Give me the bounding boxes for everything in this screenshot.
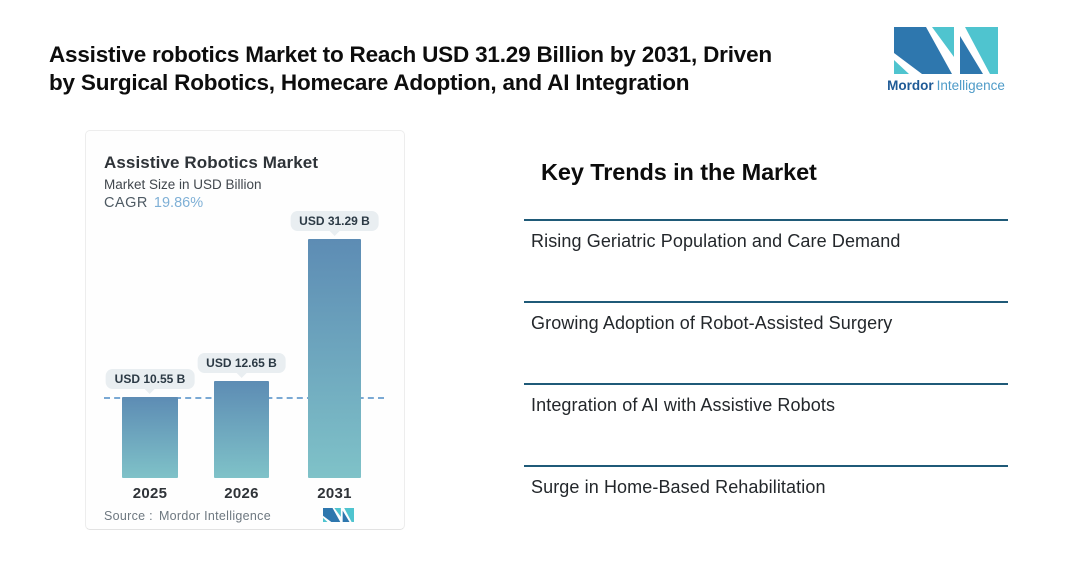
market-chart-card: Assistive Robotics Market Market Size in… <box>85 130 405 530</box>
trend-item-robot-assisted-surgery: Growing Adoption of Robot-Assisted Surge… <box>524 301 1008 383</box>
trend-item-geriatric-population: Rising Geriatric Population and Care Dem… <box>524 219 1008 301</box>
chart-title: Assistive Robotics Market <box>104 153 319 172</box>
page-title-line-1: Assistive robotics Market to Reach USD 3… <box>49 42 772 67</box>
cagr-value: 19.86% <box>153 195 204 211</box>
trend-item-ai-integration: Integration of AI with Assistive Robots <box>524 383 1008 465</box>
bar-2025 <box>122 397 178 478</box>
page-title-line-2: by Surgical Robotics, Homecare Adoption,… <box>49 70 690 95</box>
mordor-intelligence-mini-logo-icon <box>323 508 354 527</box>
trends-list: Rising Geriatric Population and Care Dem… <box>524 219 1008 547</box>
cagr-label: CAGR <box>104 195 148 211</box>
mordor-intelligence-logo-icon <box>876 27 1016 74</box>
value-pill-2031: USD 31.29 B <box>290 211 379 231</box>
source-value: Mordor Intelligence <box>158 509 271 523</box>
chart-subtitle: Market Size in USD Billion <box>104 177 262 192</box>
source-label: Source : <box>104 509 153 523</box>
value-pill-2026: USD 12.65 B <box>197 353 286 373</box>
x-axis-label-2025: 2025 <box>132 485 168 502</box>
x-axis-label-2026: 2026 <box>224 485 259 502</box>
bar-2026 <box>214 381 269 478</box>
page-title: Assistive robotics Market to Reach USD 3… <box>49 41 889 97</box>
source-attribution: Source : Mordor Intelligence <box>104 509 271 523</box>
brand-name-secondary: Intelligence <box>936 78 1005 93</box>
trend-item-home-rehabilitation: Surge in Home-Based Rehabilitation <box>524 465 1008 547</box>
value-pill-2025: USD 10.55 B <box>105 369 195 389</box>
brand-wordmark: Mordor Intelligence <box>876 78 1016 93</box>
brand-name-primary: Mordor <box>887 78 934 93</box>
bar-plot: USD 10.55 B 2025 USD 12.65 B 2026 USD 31.29 … <box>86 131 406 531</box>
brand-logo: Mordor Intelligence <box>876 27 1016 93</box>
bar-2031 <box>308 239 361 478</box>
x-axis-label-2031: 2031 <box>317 485 352 502</box>
trends-heading: Key Trends in the Market <box>541 159 817 185</box>
cagr-row: CAGR 19.86% <box>104 195 203 211</box>
